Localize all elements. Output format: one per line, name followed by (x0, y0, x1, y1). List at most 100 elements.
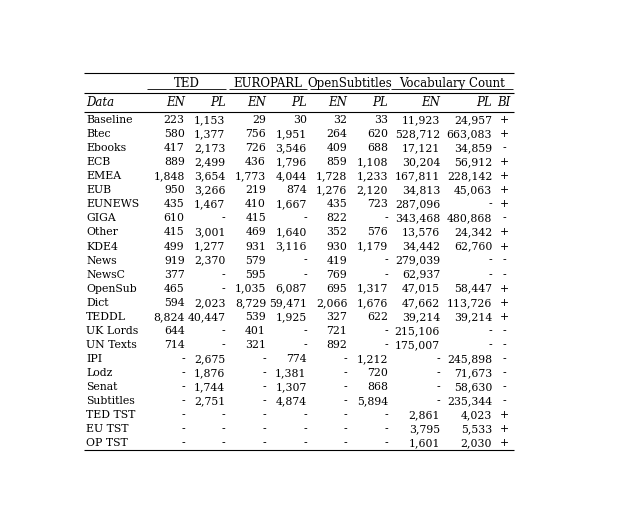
Text: 327: 327 (326, 312, 348, 322)
Text: -: - (181, 396, 185, 406)
Text: -: - (436, 354, 440, 364)
Text: News: News (86, 255, 116, 266)
Text: 528,712: 528,712 (395, 129, 440, 139)
Text: 47,015: 47,015 (402, 284, 440, 293)
Text: 622: 622 (367, 312, 388, 322)
Text: PL: PL (291, 96, 307, 109)
Text: 1,153: 1,153 (194, 115, 225, 125)
Text: 889: 889 (164, 157, 185, 167)
Text: 415: 415 (245, 213, 266, 224)
Text: EU TST: EU TST (86, 424, 129, 434)
Text: Vocabulary Count: Vocabulary Count (399, 77, 505, 89)
Text: -: - (436, 382, 440, 392)
Text: -: - (488, 255, 492, 266)
Text: -: - (262, 438, 266, 448)
Text: 4,874: 4,874 (276, 396, 307, 406)
Text: -: - (181, 382, 185, 392)
Text: -: - (385, 270, 388, 280)
Text: 931: 931 (245, 242, 266, 251)
Text: 1,951: 1,951 (275, 129, 307, 139)
Text: Lodz: Lodz (86, 368, 113, 378)
Text: 6,087: 6,087 (275, 284, 307, 293)
Text: 714: 714 (164, 340, 185, 350)
Text: 219: 219 (245, 186, 266, 195)
Text: 580: 580 (164, 129, 185, 139)
Text: 663,083: 663,083 (447, 129, 492, 139)
Text: 419: 419 (326, 255, 348, 266)
Text: -: - (221, 340, 225, 350)
Text: 45,063: 45,063 (454, 186, 492, 195)
Text: 2,066: 2,066 (316, 298, 348, 308)
Text: TED TST: TED TST (86, 410, 135, 420)
Text: 720: 720 (367, 368, 388, 378)
Text: +: + (499, 199, 509, 209)
Text: 822: 822 (326, 213, 348, 224)
Text: 113,726: 113,726 (447, 298, 492, 308)
Text: -: - (221, 410, 225, 420)
Text: -: - (344, 354, 348, 364)
Text: 24,342: 24,342 (454, 228, 492, 237)
Text: 175,007: 175,007 (395, 340, 440, 350)
Text: EN: EN (247, 96, 266, 109)
Text: 1,925: 1,925 (275, 312, 307, 322)
Text: -: - (502, 213, 506, 224)
Text: -: - (502, 382, 506, 392)
Text: 39,214: 39,214 (402, 312, 440, 322)
Text: 30: 30 (292, 115, 307, 125)
Text: -: - (344, 396, 348, 406)
Text: 5,533: 5,533 (461, 424, 492, 434)
Text: 11,923: 11,923 (402, 115, 440, 125)
Text: Dict: Dict (86, 298, 108, 308)
Text: 24,957: 24,957 (454, 115, 492, 125)
Text: 919: 919 (164, 255, 185, 266)
Text: 539: 539 (245, 312, 266, 322)
Text: Data: Data (86, 96, 114, 109)
Text: 4,044: 4,044 (276, 171, 307, 181)
Text: -: - (262, 396, 266, 406)
Text: 2,120: 2,120 (356, 186, 388, 195)
Text: 62,760: 62,760 (454, 242, 492, 251)
Text: 2,499: 2,499 (194, 157, 225, 167)
Text: -: - (488, 326, 492, 336)
Text: 1,277: 1,277 (194, 242, 225, 251)
Text: 769: 769 (326, 270, 348, 280)
Text: 8,729: 8,729 (235, 298, 266, 308)
Text: 1,667: 1,667 (275, 199, 307, 209)
Text: 1,317: 1,317 (356, 284, 388, 293)
Text: -: - (344, 382, 348, 392)
Text: 34,859: 34,859 (454, 143, 492, 153)
Text: 688: 688 (367, 143, 388, 153)
Text: IPI: IPI (86, 354, 102, 364)
Text: 2,030: 2,030 (461, 438, 492, 448)
Text: 1,796: 1,796 (275, 157, 307, 167)
Text: 3,266: 3,266 (194, 186, 225, 195)
Text: 1,728: 1,728 (316, 171, 348, 181)
Text: 726: 726 (245, 143, 266, 153)
Text: 245,898: 245,898 (447, 354, 492, 364)
Text: 435: 435 (164, 199, 185, 209)
Text: TEDDL: TEDDL (86, 312, 126, 322)
Text: -: - (344, 424, 348, 434)
Text: 2,370: 2,370 (194, 255, 225, 266)
Text: 5,894: 5,894 (357, 396, 388, 406)
Text: EN: EN (421, 96, 440, 109)
Text: PL: PL (372, 96, 388, 109)
Text: +: + (499, 298, 509, 308)
Text: 595: 595 (245, 270, 266, 280)
Text: -: - (502, 255, 506, 266)
Text: 417: 417 (164, 143, 185, 153)
Text: 3,001: 3,001 (194, 228, 225, 237)
Text: -: - (221, 438, 225, 448)
Text: 1,179: 1,179 (356, 242, 388, 251)
Text: 892: 892 (326, 340, 348, 350)
Text: 435: 435 (326, 199, 348, 209)
Text: 3,654: 3,654 (194, 171, 225, 181)
Text: -: - (502, 368, 506, 378)
Text: -: - (303, 410, 307, 420)
Text: -: - (502, 354, 506, 364)
Text: 58,630: 58,630 (454, 382, 492, 392)
Text: 1,744: 1,744 (194, 382, 225, 392)
Text: -: - (303, 438, 307, 448)
Text: 287,096: 287,096 (395, 199, 440, 209)
Text: +: + (499, 242, 509, 251)
